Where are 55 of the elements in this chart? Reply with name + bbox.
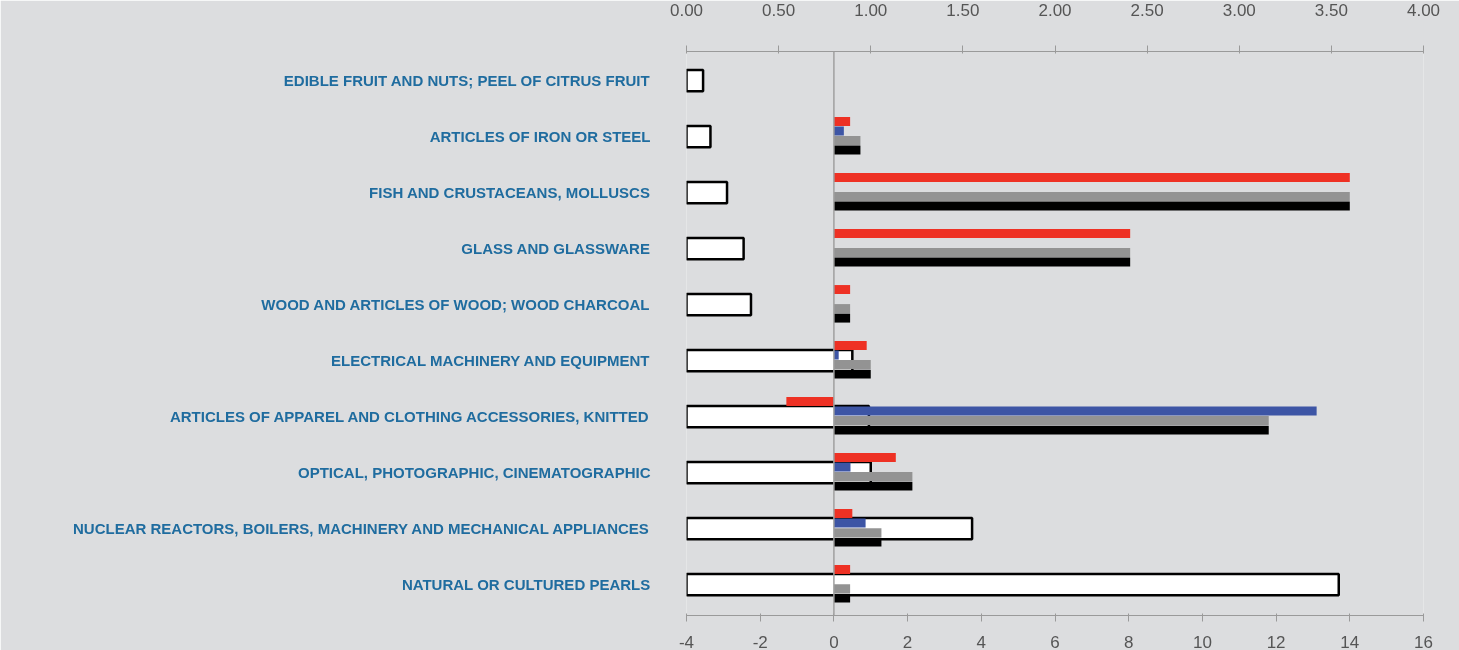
bar bbox=[833, 416, 1269, 426]
y-tick-label: ARTICLES OF APPAREL AND CLOTHING ACCESSORIES, KNITTED bbox=[169, 408, 649, 426]
x-tick-label: 0 bbox=[829, 632, 839, 650]
bar bbox=[833, 341, 867, 351]
x-tick-label: -2 bbox=[752, 632, 768, 650]
x-tick-label: 10 bbox=[1192, 632, 1212, 650]
x2-tick-label: 2.00 bbox=[1038, 0, 1072, 20]
x-tick-label: 8 bbox=[1123, 632, 1134, 650]
x-tick-label: 6 bbox=[1050, 632, 1060, 650]
bar bbox=[833, 462, 851, 472]
x2-tick-label: 4.00 bbox=[1406, 0, 1441, 20]
bar bbox=[833, 528, 882, 538]
x2-tick-label: 2.50 bbox=[1130, 0, 1164, 20]
bar bbox=[833, 117, 851, 126]
bar bbox=[786, 397, 834, 407]
x-tick-label: 2 bbox=[902, 632, 913, 650]
y-tick-label: WOOD AND ARTICLES OF WOOD; WOOD CHARCOAL bbox=[261, 296, 650, 314]
x2-tick-label: 1.00 bbox=[854, 0, 888, 20]
bar bbox=[833, 285, 851, 295]
bar bbox=[833, 565, 851, 575]
y-tick-label: GLASS AND GLASSWARE bbox=[461, 240, 650, 258]
bar bbox=[833, 173, 1350, 182]
y-tick-label: NUCLEAR REACTORS, BOILERS, MACHINERY AND MECHANICAL APPLIANCES bbox=[72, 520, 649, 538]
bar bbox=[833, 472, 913, 482]
x-tick-label: 12 bbox=[1266, 632, 1286, 650]
y-tick-label: EDIBLE FRUIT AND NUTS; PEEL OF CITRUS FRUIT bbox=[283, 72, 650, 90]
bar bbox=[833, 518, 866, 528]
x2-tick-label: 0.00 bbox=[669, 0, 704, 20]
y-tick-label: OPTICAL, PHOTOGRAPHIC, CINEMATOGRAPHIC bbox=[297, 464, 651, 482]
y-tick-label: ARTICLES OF IRON OR STEEL bbox=[429, 128, 651, 146]
bar bbox=[833, 509, 853, 519]
y-tick-label: NATURAL OR CULTURED PEARLS bbox=[401, 576, 651, 594]
bar bbox=[833, 453, 896, 463]
bar bbox=[833, 313, 851, 323]
bar bbox=[833, 229, 1131, 239]
x2-tick-label: 0.50 bbox=[762, 0, 796, 20]
bar bbox=[833, 584, 851, 594]
bar bbox=[833, 360, 871, 370]
x2-tick-label: 3.50 bbox=[1314, 0, 1348, 20]
x2-tick-label: 3.00 bbox=[1222, 0, 1256, 20]
bar bbox=[833, 136, 861, 146]
x2-tick-label: 1.50 bbox=[946, 0, 980, 20]
bar bbox=[833, 257, 1131, 267]
y-tick-label: ELECTRICAL MACHINERY AND EQUIPMENT bbox=[331, 352, 650, 370]
bar bbox=[833, 248, 1131, 258]
bar bbox=[833, 145, 861, 155]
bar bbox=[833, 192, 1350, 202]
x-tick-label: 4 bbox=[976, 632, 987, 650]
bar bbox=[833, 304, 851, 314]
x-tick-label: -4 bbox=[678, 632, 695, 650]
x-tick-label: 16 bbox=[1414, 632, 1433, 650]
bar bbox=[833, 406, 1317, 416]
x-tick-label: 14 bbox=[1340, 632, 1360, 650]
bar bbox=[833, 201, 1350, 211]
y-tick-label: FISH AND CRUSTACEANS, MOLLUSCS bbox=[369, 184, 650, 202]
